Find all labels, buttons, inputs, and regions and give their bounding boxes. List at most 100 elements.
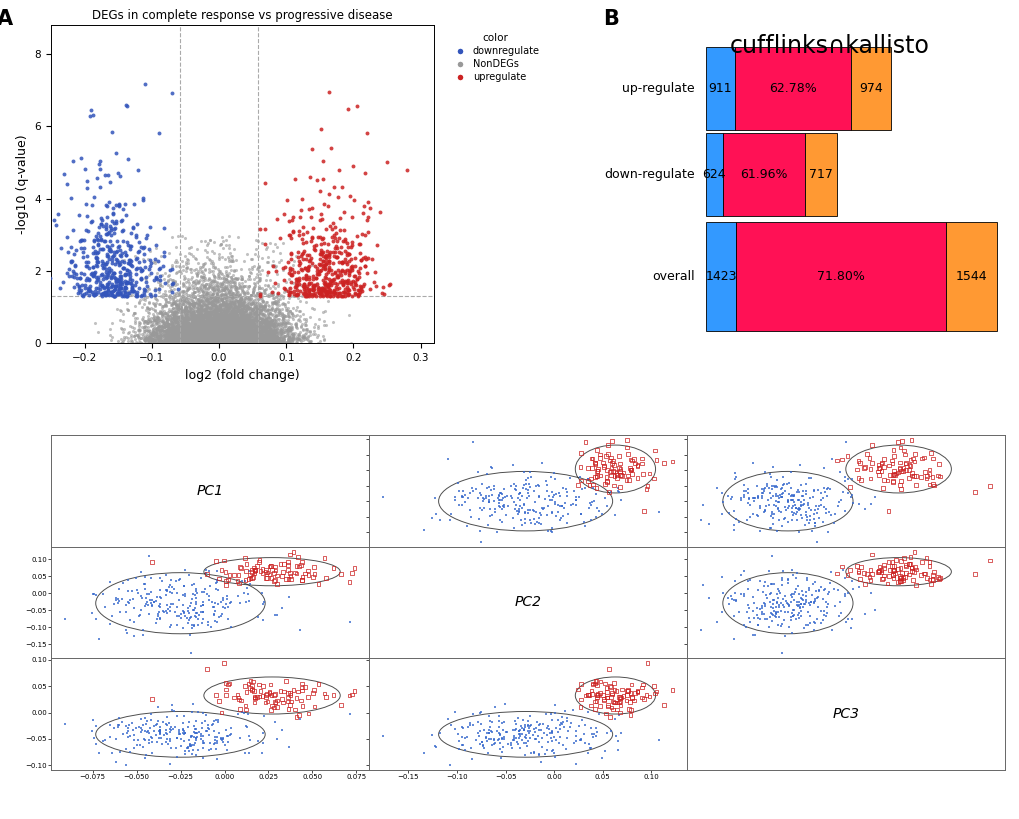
Point <box>794 585 810 598</box>
Point <box>311 258 327 271</box>
Point <box>228 335 245 348</box>
Point <box>744 456 760 469</box>
Point <box>222 287 238 301</box>
Point <box>245 336 261 349</box>
Point <box>147 336 163 349</box>
Point <box>245 329 261 342</box>
Point <box>870 564 887 577</box>
Point <box>267 314 283 327</box>
Point <box>339 274 356 287</box>
Point <box>192 335 208 348</box>
Point <box>353 253 369 266</box>
Point <box>212 328 228 341</box>
Point <box>788 582 804 595</box>
Point <box>230 327 247 340</box>
Point <box>221 310 237 324</box>
Point <box>99 228 115 241</box>
Point <box>802 472 818 485</box>
Point <box>211 332 227 345</box>
Point <box>231 317 248 330</box>
Point <box>473 705 489 718</box>
Point <box>222 312 238 325</box>
Point <box>260 320 276 333</box>
Point <box>239 312 256 325</box>
Point <box>221 336 237 349</box>
Point <box>781 487 797 500</box>
Point <box>297 318 313 331</box>
Point <box>120 284 137 297</box>
Point <box>211 314 227 327</box>
Point <box>227 331 244 344</box>
Point <box>805 485 821 498</box>
Point <box>183 333 200 346</box>
Point <box>120 326 137 339</box>
Point <box>203 334 219 347</box>
Point <box>261 319 277 332</box>
Point <box>271 336 287 349</box>
Point <box>260 314 276 328</box>
Point <box>185 333 202 346</box>
Point <box>219 331 235 344</box>
Point <box>159 333 175 346</box>
Point <box>760 564 776 577</box>
Point <box>176 302 193 315</box>
Point <box>227 327 244 340</box>
Point <box>274 311 290 324</box>
Point <box>203 274 219 287</box>
Point <box>93 218 109 231</box>
Point <box>245 329 261 342</box>
Point <box>834 560 850 573</box>
Point <box>240 279 257 292</box>
Point <box>198 333 214 346</box>
Point <box>165 334 181 347</box>
Point <box>94 279 110 292</box>
Point <box>248 312 264 325</box>
Point <box>239 329 256 342</box>
Point <box>215 271 231 284</box>
Point <box>229 330 246 343</box>
Point <box>212 330 228 343</box>
Point <box>906 448 922 461</box>
Point <box>245 328 261 341</box>
Point <box>102 234 118 247</box>
Point <box>207 325 223 338</box>
Point <box>767 480 784 493</box>
Point <box>209 327 225 340</box>
Point <box>179 310 196 323</box>
Point <box>222 321 238 334</box>
Point <box>170 324 186 337</box>
Point <box>155 320 171 333</box>
Point <box>317 287 333 301</box>
Point <box>206 323 222 336</box>
Point <box>574 482 590 495</box>
Point <box>224 336 240 349</box>
Point <box>120 287 137 300</box>
Point <box>176 312 193 325</box>
Point <box>230 288 247 301</box>
Point <box>341 189 358 202</box>
Point <box>216 317 232 330</box>
Point <box>208 314 224 328</box>
Point <box>305 269 321 283</box>
Point <box>173 612 190 625</box>
Point <box>216 332 232 345</box>
Point <box>253 313 269 326</box>
Point <box>231 305 248 318</box>
Point <box>179 333 196 346</box>
Point <box>178 332 195 345</box>
Point <box>166 315 182 328</box>
Point <box>178 313 195 326</box>
Point <box>191 315 207 328</box>
Point <box>98 221 114 234</box>
Point <box>199 724 215 737</box>
Point <box>159 718 175 731</box>
Point <box>151 731 167 744</box>
Point <box>255 331 271 344</box>
Point <box>800 583 816 596</box>
Point <box>199 322 215 335</box>
Point <box>714 586 731 600</box>
Point <box>158 319 174 333</box>
Point <box>219 335 235 348</box>
Point <box>190 318 206 331</box>
Point <box>230 307 247 320</box>
